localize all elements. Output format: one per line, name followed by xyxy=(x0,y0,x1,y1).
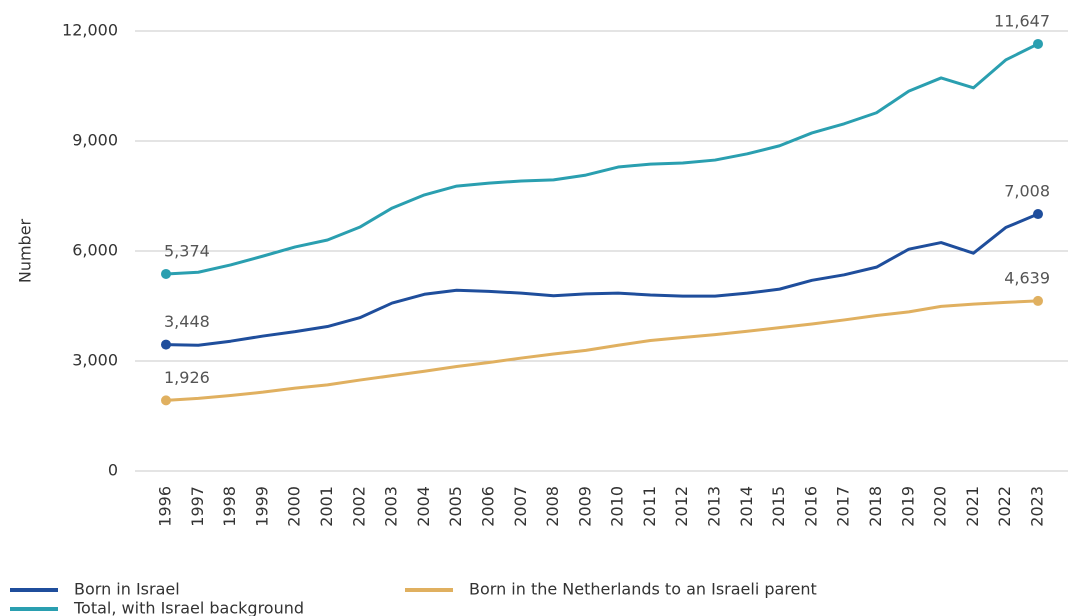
value-label: 7,008 xyxy=(1004,182,1050,201)
y-axis-label: Number xyxy=(16,218,35,283)
value-label: 4,639 xyxy=(1004,268,1050,287)
x-tick-label: 2011 xyxy=(640,486,659,527)
point-marker xyxy=(161,339,171,350)
x-tick-label: 2005 xyxy=(446,486,465,527)
x-tick-label: 2003 xyxy=(382,486,401,527)
point-marker xyxy=(1033,38,1043,49)
x-tick-label: 2001 xyxy=(317,486,336,527)
x-tick-label: 2023 xyxy=(1028,486,1047,527)
line xyxy=(165,42,1039,276)
x-tick-label: 2010 xyxy=(608,486,627,527)
value-label: 3,448 xyxy=(164,312,210,331)
legend-label: Born in Israel xyxy=(74,580,180,599)
x-tick-label: 2000 xyxy=(285,486,304,527)
x-tick-label: 1997 xyxy=(188,486,207,527)
x-tick-label: 2007 xyxy=(511,486,530,527)
y-tick-label: 6,000 xyxy=(72,241,118,260)
x-tick-label: 2021 xyxy=(963,486,982,527)
legend-label: Born in the Netherlands to an Israeli pa… xyxy=(469,580,817,599)
y-tick-label: 0 xyxy=(108,461,118,480)
x-tick-label: 2015 xyxy=(769,486,788,527)
x-tick-label: 2016 xyxy=(801,486,820,527)
point-marker xyxy=(161,395,171,406)
legend-label: Total, with Israel background xyxy=(73,599,304,616)
y-tick-label: 9,000 xyxy=(72,131,118,150)
value-label: 5,374 xyxy=(164,241,210,260)
x-tick-label: 2022 xyxy=(995,486,1014,527)
x-tick-label: 2014 xyxy=(737,486,756,527)
x-tick-label: 2002 xyxy=(349,486,368,527)
x-tick-label: 2019 xyxy=(898,486,917,527)
x-tick-label: 1998 xyxy=(220,486,239,527)
point-marker xyxy=(1033,209,1043,220)
line xyxy=(165,299,1039,402)
point-marker xyxy=(161,268,171,279)
y-tick-label: 12,000 xyxy=(62,21,118,40)
y-tick-label: 3,000 xyxy=(72,351,118,370)
x-tick-label: 1999 xyxy=(252,486,271,527)
x-tick-label: 2004 xyxy=(414,486,433,527)
x-tick-label: 2013 xyxy=(705,486,724,527)
x-tick-label: 2018 xyxy=(866,486,885,527)
x-tick-label: 2017 xyxy=(834,486,853,527)
line xyxy=(165,212,1039,347)
value-label: 11,647 xyxy=(994,11,1050,30)
x-tick-label: 2009 xyxy=(575,486,594,527)
x-tick-label: 2006 xyxy=(478,486,497,527)
x-tick-label: 1996 xyxy=(156,486,175,527)
x-tick-label: 2008 xyxy=(543,486,562,527)
point-marker xyxy=(1033,295,1043,306)
value-label: 1,926 xyxy=(164,368,210,387)
x-tick-label: 2020 xyxy=(931,486,950,527)
x-tick-label: 2012 xyxy=(672,486,691,527)
